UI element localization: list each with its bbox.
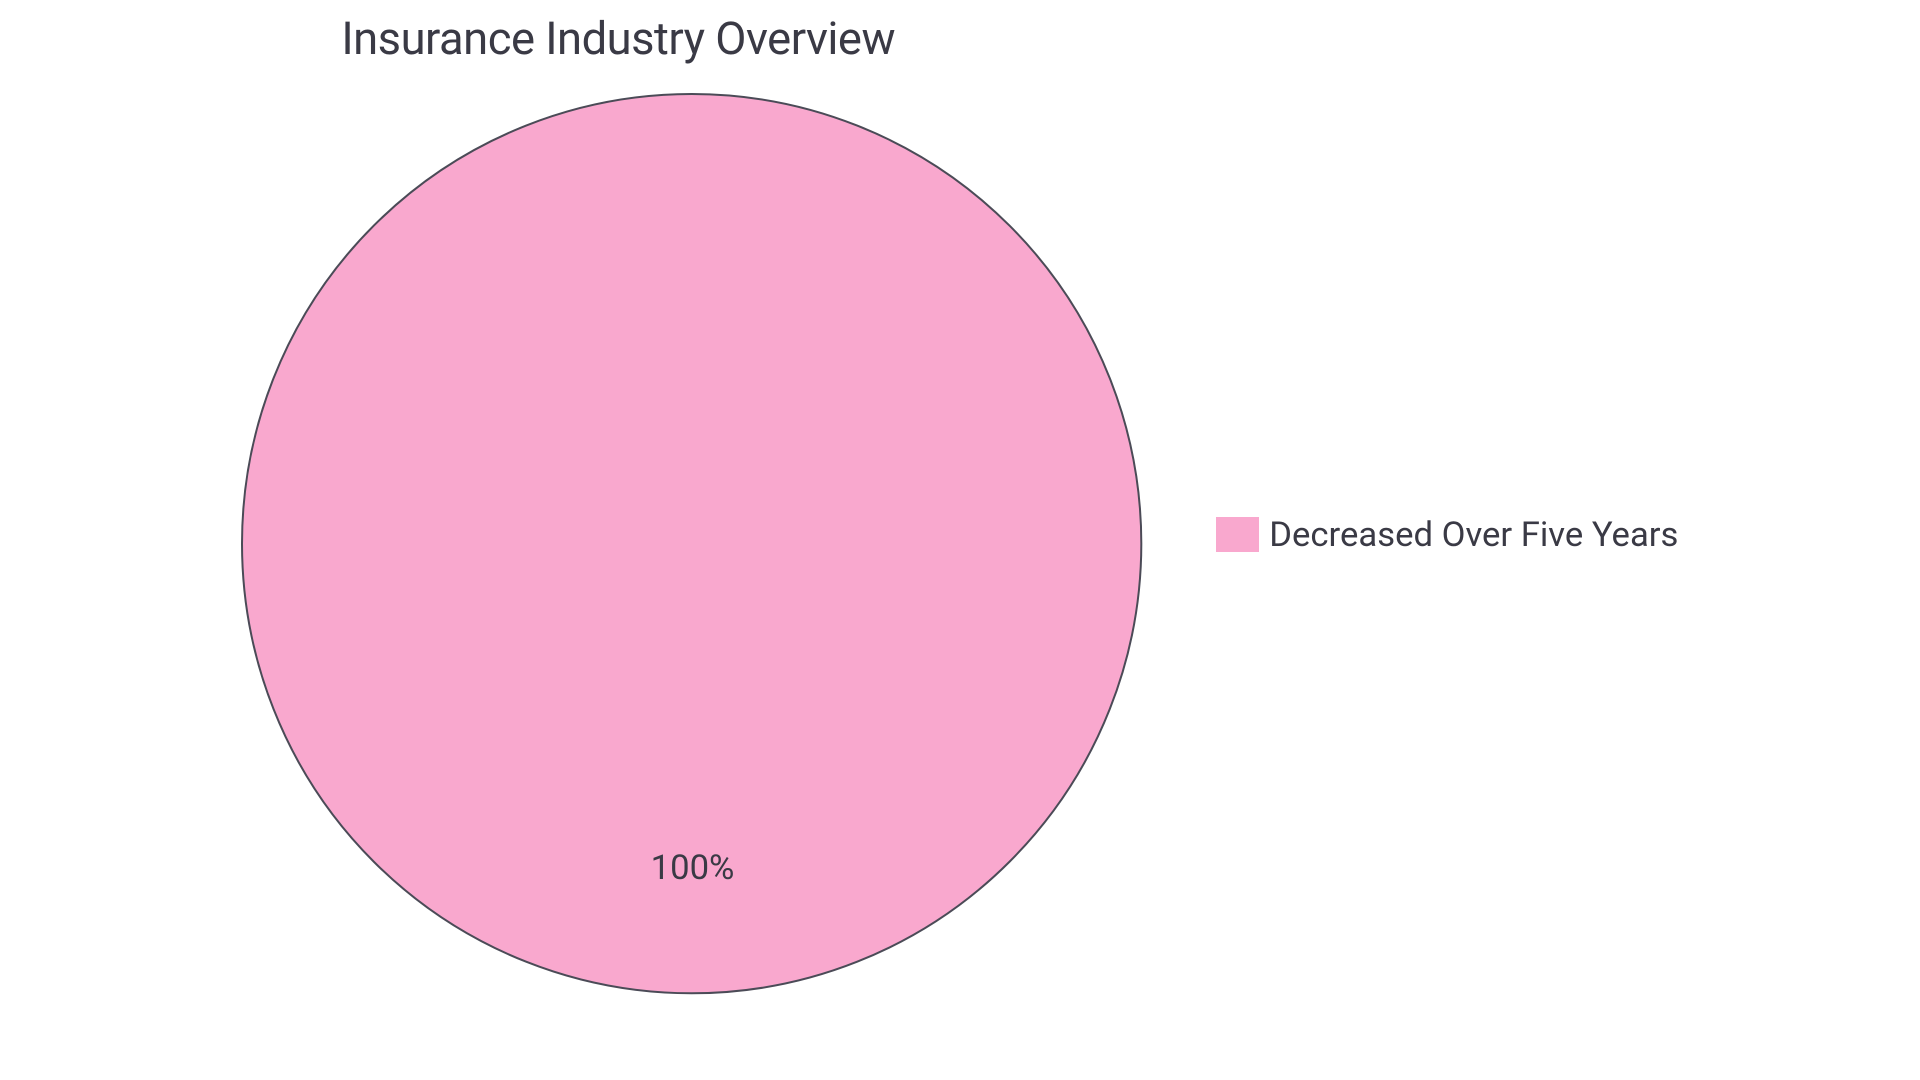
legend-swatch-0 xyxy=(1216,517,1259,552)
chart-stage: Insurance Industry Overview 100% Decreas… xyxy=(0,0,1920,1080)
legend: Decreased Over Five Years xyxy=(1216,515,1678,555)
pie-data-label: 100% xyxy=(651,848,735,888)
pie-chart: 100% xyxy=(241,93,1142,994)
legend-label-0: Decreased Over Five Years xyxy=(1269,515,1678,555)
chart-title: Insurance Industry Overview xyxy=(341,13,895,66)
